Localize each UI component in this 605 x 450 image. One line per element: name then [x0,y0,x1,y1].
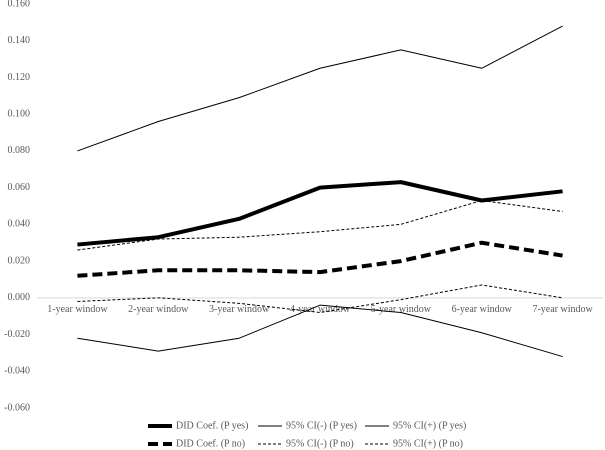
series-line [77,304,563,358]
y-tick-label: -0.020 [4,329,30,340]
y-tick-label: 0.040 [8,219,31,230]
x-tick-label: 2-year window [128,304,189,315]
legend-label: 95% CI(+) (P no) [393,438,463,449]
y-tick-label: 0.020 [8,255,31,266]
y-tick-label: 0.120 [8,72,31,83]
y-tick-label: 0.000 [8,292,31,303]
y-tick-label: 0.060 [8,182,31,193]
legend-label: 95% CI(-) (P no) [286,438,354,449]
y-tick-label: 0.080 [8,145,31,156]
series-line [77,25,563,152]
y-tick-label: 0.100 [8,108,31,119]
y-tick-label: -0.060 [4,402,30,413]
y-tick-label: 0.160 [8,0,31,9]
x-tick-label: 6-year window [452,304,513,315]
y-tick-label: 0.140 [8,35,31,46]
x-tick-label: 3-year window [209,304,270,315]
legend-label: DID Coef. (P no) [176,438,245,449]
legend-label: DID Coef. (P yes) [176,420,248,431]
x-tick-label: 1-year window [47,304,108,315]
series-line [77,240,563,278]
legend-label: 95% CI(+) (P yes) [393,420,466,431]
series-line [77,180,563,247]
series-line [77,199,563,251]
x-tick-label: 5-year window [371,304,432,315]
series-line [77,284,563,314]
legend-label: 95% CI(-) (P yes) [286,420,357,431]
x-tick-label: 4-year window [290,304,351,315]
x-tick-label: 7-year window [532,304,593,315]
y-tick-label: -0.040 [4,366,30,377]
